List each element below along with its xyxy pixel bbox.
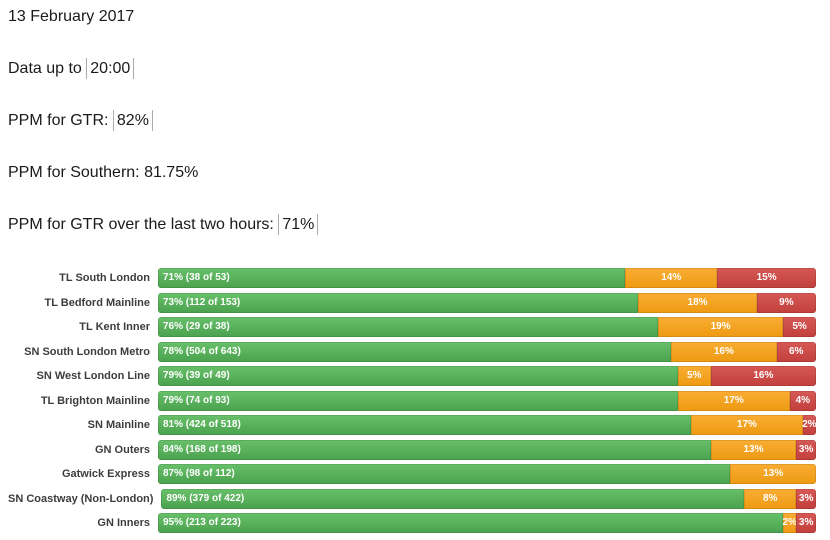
category-label: SN West London Line	[36, 370, 150, 382]
stacked-bar: 76% (29 of 38) 19% 5%	[158, 317, 816, 337]
category-label: GN Inners	[97, 517, 150, 529]
bar-segment-late: 14%	[625, 268, 718, 288]
bar-segment-very-late: 3%	[796, 513, 816, 533]
bar-segment-late: 16%	[671, 341, 777, 362]
stacked-bar: 78% (504 of 643) 16% 6%	[158, 341, 816, 362]
bar-segment-very-late: 15%	[717, 268, 816, 288]
ppm-southern-line: PPM for Southern: 81.75%	[8, 164, 830, 182]
ppm-stacked-bar-chart: TL South London 71% (38 of 53) 14% 15% TL Be…	[8, 268, 830, 533]
chart-row: GN Inners 95% (213 of 223) 2% 3%	[8, 513, 816, 533]
bar-segment-very-late: 5%	[783, 317, 816, 337]
chart-row: TL Brighton Mainline 79% (74 of 93) 17% 4%	[8, 390, 816, 411]
chart-row: GN Outers 84% (168 of 198) 13% 3%	[8, 439, 816, 460]
data-up-to-field[interactable]: 20:00	[86, 58, 135, 79]
stacked-bar: 89% (379 of 422) 8% 3%	[161, 488, 816, 509]
category-label: TL South London	[59, 272, 150, 284]
category-label: SN Coastway (Non-London)	[8, 492, 154, 505]
ppm-two-hours-field[interactable]: 71%	[278, 214, 319, 235]
bar-segment-on-time: 78% (504 of 643)	[158, 341, 672, 362]
bar-segment-on-time: 84% (168 of 198)	[158, 439, 711, 460]
chart-row: SN Coastway (Non-London) 89% (379 of 422)…	[8, 488, 816, 509]
ppm-gtr-line: PPM for GTR: 82%	[8, 110, 830, 131]
bar-segment-very-late: 2%	[802, 415, 816, 435]
category-label: SN Mainline	[87, 419, 150, 431]
data-up-to-line: Data up to 20:00	[8, 58, 830, 79]
bar-segment-on-time: 76% (29 of 38)	[158, 317, 659, 337]
stacked-bar: 79% (74 of 93) 17% 4%	[158, 390, 816, 411]
stacked-bar: 84% (168 of 198) 13% 3%	[158, 439, 816, 460]
bar-segment-late: 13%	[730, 464, 816, 484]
ppm-gtr-field[interactable]: 82%	[112, 110, 153, 131]
stacked-bar: 71% (38 of 53) 14% 15%	[158, 268, 816, 288]
category-label: TL Bedford Mainline	[44, 296, 150, 309]
bar-segment-late: 18%	[638, 292, 757, 313]
chart-row: Gatwick Express 87% (98 of 112) 13%	[8, 464, 816, 484]
report-header: 13 February 2017 Data up to 20:00 PPM fo…	[8, 8, 830, 235]
bar-segment-on-time: 87% (98 of 112)	[158, 464, 731, 484]
chart-row: SN Mainline 81% (424 of 518) 17% 2%	[8, 415, 816, 435]
chart-row: TL Bedford Mainline 73% (112 of 153) 18% 9%	[8, 292, 816, 313]
ppm-gtr-label: PPM for GTR:	[8, 112, 113, 129]
bar-segment-on-time: 71% (38 of 53)	[158, 268, 626, 288]
ppm-two-hours-label: PPM for GTR over the last two hours:	[8, 216, 279, 233]
chart-row: SN South London Metro 78% (504 of 643) 16%…	[8, 341, 816, 362]
ppm-two-hours-line: PPM for GTR over the last two hours: 71%	[8, 214, 830, 235]
bar-segment-very-late: 16%	[710, 366, 816, 386]
bar-segment-late: 8%	[743, 488, 797, 509]
bar-segment-very-late: 4%	[789, 390, 816, 411]
bar-segment-on-time: 79% (39 of 49)	[158, 366, 678, 386]
bar-segment-on-time: 89% (379 of 422)	[161, 488, 744, 509]
bar-segment-very-late: 6%	[776, 341, 816, 362]
chart-row: SN West London Line 79% (39 of 49) 5% 16%	[8, 366, 816, 386]
category-label: TL Kent Inner	[79, 321, 150, 333]
stacked-bar: 87% (98 of 112) 13%	[158, 464, 816, 484]
bar-segment-on-time: 79% (74 of 93)	[158, 390, 678, 411]
ppm-southern-text: PPM for Southern: 81.75%	[8, 164, 199, 181]
category-label: TL Brighton Mainline	[40, 394, 150, 407]
bar-segment-late: 19%	[658, 317, 784, 337]
category-label: GN Outers	[94, 443, 150, 456]
bar-segment-very-late: 9%	[756, 292, 816, 313]
report-date: 13 February 2017	[8, 8, 830, 26]
stacked-bar: 79% (39 of 49) 5% 16%	[158, 366, 816, 386]
stacked-bar: 95% (213 of 223) 2% 3%	[158, 513, 816, 533]
bar-segment-very-late: 3%	[796, 488, 816, 509]
bar-segment-on-time: 81% (424 of 518)	[158, 415, 691, 435]
bar-segment-late: 5%	[677, 366, 711, 386]
stacked-bar: 73% (112 of 153) 18% 9%	[158, 292, 816, 313]
bar-segment-on-time: 95% (213 of 223)	[158, 513, 784, 533]
stacked-bar: 81% (424 of 518) 17% 2%	[158, 415, 816, 435]
bar-segment-very-late: 3%	[796, 439, 816, 460]
bar-segment-late: 17%	[690, 415, 803, 435]
bar-segment-on-time: 73% (112 of 153)	[158, 292, 639, 313]
data-up-to-label: Data up to	[8, 60, 87, 77]
category-label: SN South London Metro	[24, 345, 150, 358]
report-date-text: 13 February 2017	[8, 8, 135, 25]
category-label: Gatwick Express	[61, 468, 150, 480]
bar-segment-late: 2%	[782, 513, 797, 533]
chart-row: TL South London 71% (38 of 53) 14% 15%	[8, 268, 816, 288]
bar-segment-late: 17%	[677, 390, 790, 411]
bar-segment-late: 13%	[710, 439, 797, 460]
chart-row: TL Kent Inner 76% (29 of 38) 19% 5%	[8, 317, 816, 337]
